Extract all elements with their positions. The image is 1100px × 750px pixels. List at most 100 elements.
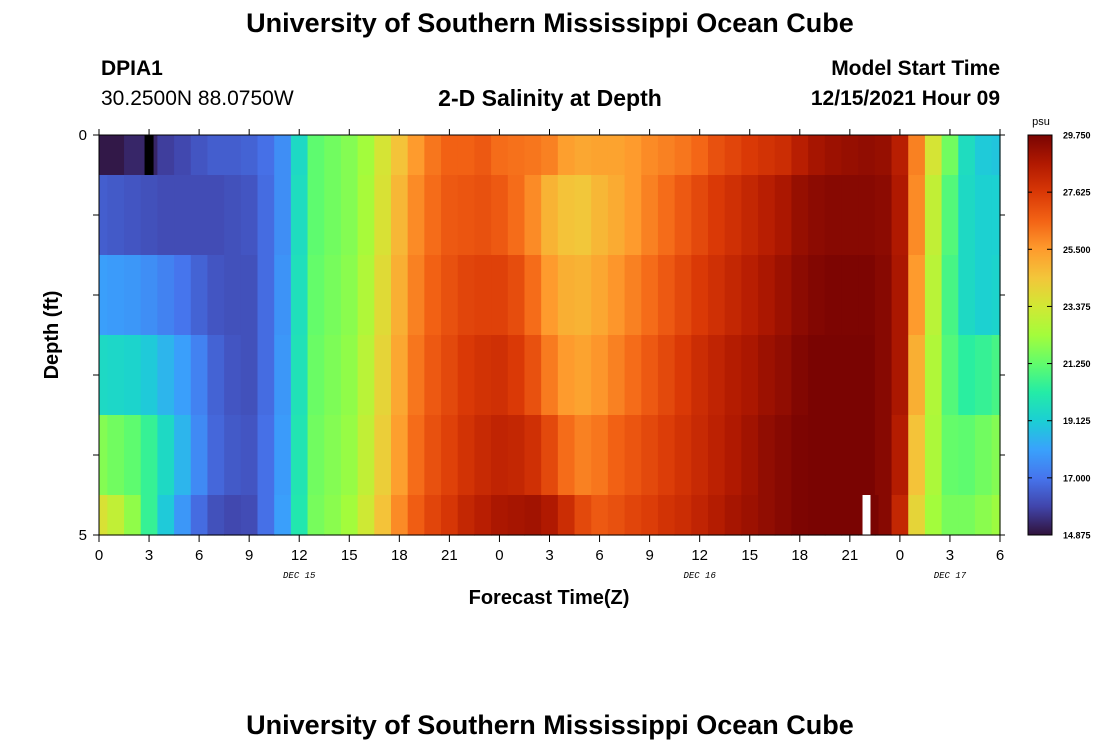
heatmap-cell bbox=[257, 255, 275, 336]
heatmap-cell bbox=[657, 135, 676, 176]
heatmap-cell bbox=[941, 415, 959, 496]
heatmap-cell bbox=[708, 415, 726, 496]
heatmap-cell bbox=[257, 415, 275, 496]
heatmap-cell bbox=[691, 255, 709, 336]
heatmap-cell bbox=[474, 135, 492, 176]
heatmap-cell bbox=[157, 415, 175, 496]
heatmap-cell bbox=[641, 495, 659, 536]
heatmap-cell bbox=[908, 335, 926, 416]
heatmap-cell bbox=[891, 255, 909, 336]
heatmap-cell bbox=[441, 255, 459, 336]
heatmap-cell bbox=[99, 415, 108, 496]
heatmap-cell bbox=[240, 175, 259, 256]
heatmap-cell bbox=[708, 255, 726, 336]
colorbar-label: 19.125 bbox=[1063, 416, 1091, 426]
heatmap-cell bbox=[891, 495, 909, 536]
heatmap-cell bbox=[224, 335, 242, 416]
date-labels: DEC 15 DEC 16 DEC 17 bbox=[283, 571, 967, 581]
heatmap-cell bbox=[841, 415, 859, 496]
heatmap-cell bbox=[124, 495, 142, 536]
heatmap-cell bbox=[958, 255, 976, 336]
heatmap-cell bbox=[891, 175, 909, 256]
x-tick-label: 0 bbox=[896, 547, 904, 564]
heatmap-cell bbox=[607, 415, 626, 496]
heatmap-cell bbox=[691, 335, 709, 416]
heatmap-cell bbox=[524, 135, 542, 176]
heatmap-cell bbox=[958, 415, 976, 496]
heatmap-cell bbox=[124, 135, 142, 176]
heatmap-cell bbox=[507, 415, 526, 496]
heatmap-cell bbox=[190, 135, 209, 176]
colorbar: psu 29.750 27.625 25.500 23.375 21.250 19.125 1… bbox=[1027, 116, 1091, 541]
colorbar-label: 27.625 bbox=[1063, 188, 1091, 198]
x-axis-label: Forecast Time(Z) bbox=[469, 587, 630, 609]
model-start-label: Model Start Time bbox=[831, 57, 1000, 80]
heatmap-cell bbox=[307, 495, 325, 536]
heatmap-cell bbox=[407, 335, 425, 416]
heatmap-cell bbox=[708, 335, 726, 416]
heatmap-cell bbox=[99, 335, 108, 416]
heatmap-cell bbox=[290, 495, 309, 536]
heatmap-cell bbox=[991, 175, 1001, 256]
heatmap-cell bbox=[958, 135, 976, 176]
heatmap-cell bbox=[657, 255, 676, 336]
heatmap-cell bbox=[107, 335, 125, 416]
heatmap-cell bbox=[607, 335, 626, 416]
heatmap-cell bbox=[99, 495, 108, 536]
heatmap-cell bbox=[374, 175, 392, 256]
heatmap-cell bbox=[774, 495, 793, 536]
heatmap-cell bbox=[574, 255, 592, 336]
heatmap-cell bbox=[457, 415, 476, 496]
heatmap-cell bbox=[841, 335, 859, 416]
heatmap-cell bbox=[424, 415, 442, 496]
heatmap-cell bbox=[941, 255, 959, 336]
heatmap-cell bbox=[407, 135, 425, 176]
heatmap-cell bbox=[207, 135, 225, 176]
heatmap-cell bbox=[641, 255, 659, 336]
heatmap-cell bbox=[741, 495, 759, 536]
heatmap-cell bbox=[741, 415, 759, 496]
heatmap-cell bbox=[207, 495, 225, 536]
heatmap-cell bbox=[107, 415, 125, 496]
heatmap-cell bbox=[591, 135, 609, 176]
heatmap-cell bbox=[674, 175, 692, 256]
heatmap-cell bbox=[858, 255, 876, 336]
heatmap-cell bbox=[708, 135, 726, 176]
dark-marker bbox=[870, 495, 879, 535]
heatmap-cell bbox=[607, 175, 626, 256]
heatmap-cell bbox=[274, 255, 292, 336]
heatmap-cell bbox=[474, 415, 492, 496]
heatmap-cell bbox=[591, 415, 609, 496]
heatmap-cell bbox=[874, 135, 893, 176]
heatmap-cell bbox=[557, 255, 576, 336]
heatmap-cell bbox=[140, 415, 158, 496]
heatmap-cell bbox=[107, 175, 125, 256]
heatmap-cell bbox=[340, 135, 359, 176]
heatmap-cell bbox=[774, 135, 793, 176]
heatmap-cell bbox=[257, 495, 275, 536]
heatmap-cell bbox=[424, 335, 442, 416]
heatmap-cell bbox=[124, 255, 142, 336]
heatmap-cell bbox=[257, 335, 275, 416]
x-tick-label: 9 bbox=[645, 547, 653, 564]
heatmap-cell bbox=[541, 255, 559, 336]
heatmap-cell bbox=[541, 335, 559, 416]
heatmap-cell bbox=[924, 335, 943, 416]
heatmap-cell bbox=[491, 175, 509, 256]
heatmap-cell bbox=[474, 495, 492, 536]
station-coordinates: 30.2500N 88.0750W bbox=[101, 87, 294, 110]
heatmap-cell bbox=[157, 255, 175, 336]
heatmap-cell bbox=[924, 495, 943, 536]
y-axis-label: Depth (ft) bbox=[41, 291, 63, 380]
heatmap-cell bbox=[874, 415, 893, 496]
date-label: DEC 16 bbox=[683, 571, 716, 581]
heatmap-cell bbox=[758, 175, 776, 256]
heatmap-cell bbox=[741, 175, 759, 256]
heatmap-cell bbox=[324, 255, 342, 336]
heatmap-cell bbox=[140, 175, 158, 256]
heatmap-cell bbox=[424, 495, 442, 536]
heatmap-cell bbox=[107, 495, 125, 536]
heatmap-cell bbox=[290, 175, 309, 256]
heatmap-cell bbox=[824, 175, 843, 256]
x-axis: 0 3 6 9 12 15 18 21 0 3 6 9 12 15 18 21 0 3 6 bbox=[95, 129, 1004, 564]
